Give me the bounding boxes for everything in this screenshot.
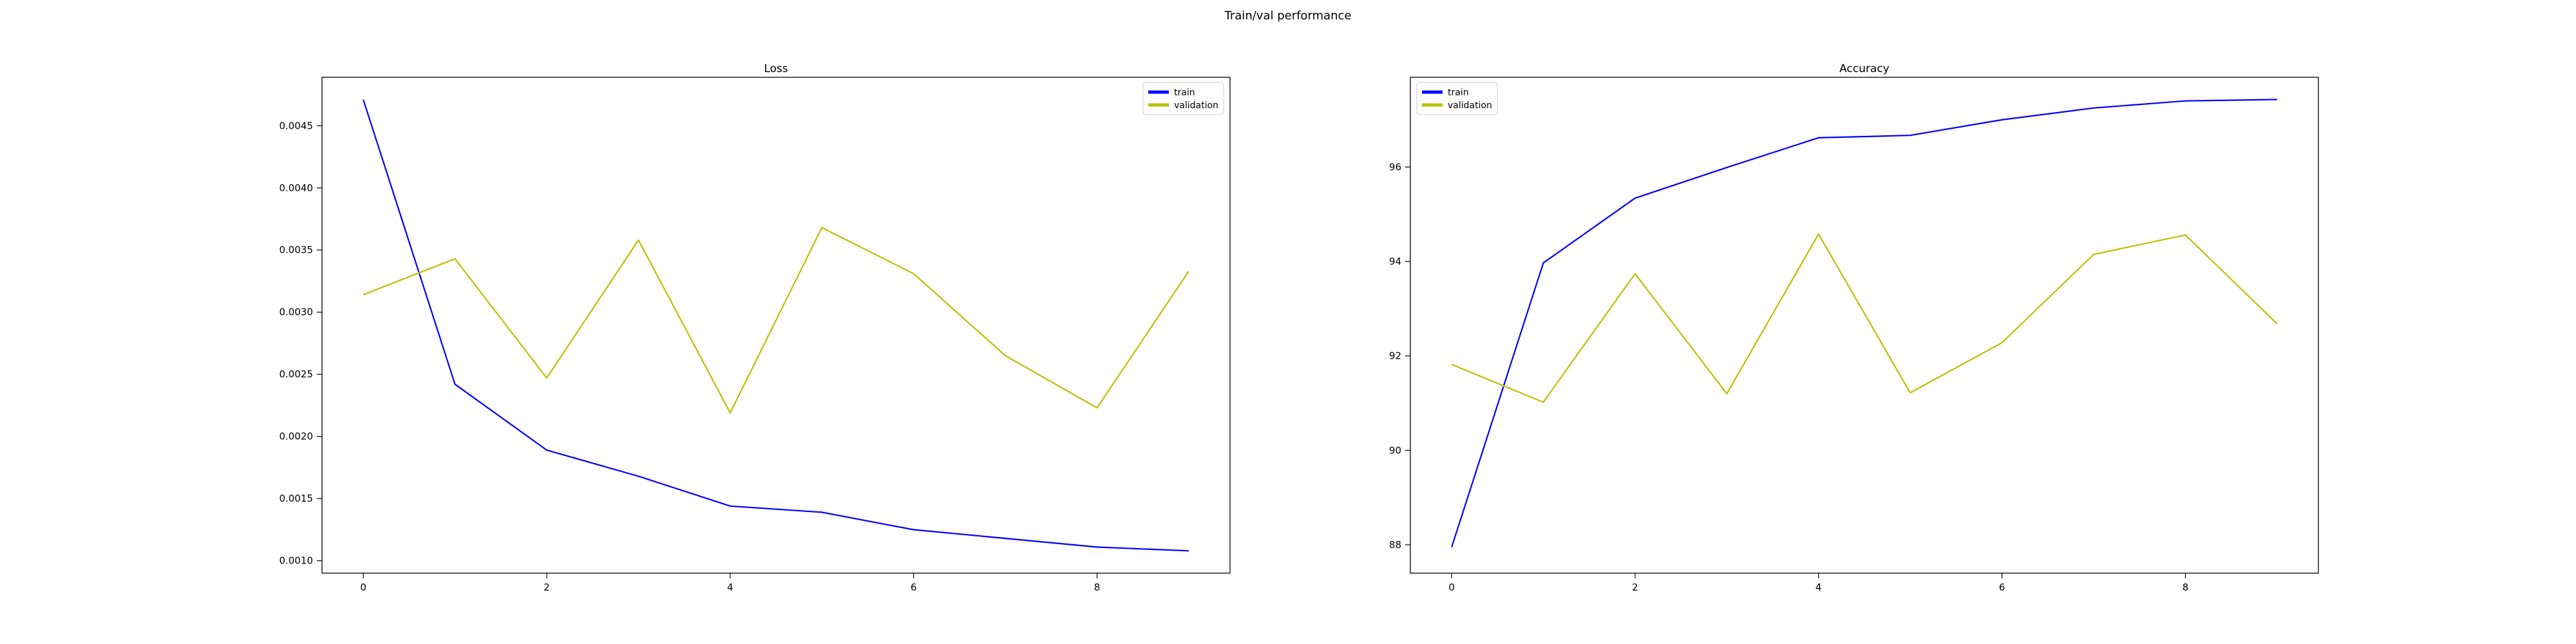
y-tick-label: 0.0035 (279, 244, 314, 256)
x-tick-label: 4 (727, 582, 734, 593)
y-tick-label: 0.0025 (279, 368, 314, 380)
y-tick-label: 96 (1389, 161, 1401, 173)
series-line-train (1451, 99, 2277, 548)
x-tick-label: 6 (911, 582, 917, 593)
y-tick-label: 0.0020 (279, 431, 314, 442)
legend-label-validation: validation (1174, 100, 1218, 111)
plot-frame (321, 77, 1231, 574)
y-tick-label: 90 (1389, 444, 1401, 456)
figure-title: Train/val performance (1224, 9, 1352, 23)
x-tick-label: 0 (360, 582, 366, 593)
x-tick-label: 8 (2183, 582, 2189, 593)
series-line-train (363, 99, 1189, 552)
x-tick-label: 2 (1632, 582, 1638, 593)
legend-label-train: train (1174, 88, 1195, 98)
y-tick-label: 0.0010 (279, 555, 314, 567)
subplot-title: Loss (764, 62, 788, 75)
legend: train validation (1416, 82, 1498, 115)
legend-label-validation: validation (1448, 100, 1492, 111)
y-tick-label: 0.0045 (279, 120, 314, 131)
y-tick-label: 0.0030 (279, 307, 314, 318)
x-tick-label: 0 (1448, 582, 1455, 593)
series-line-validation (1451, 233, 2278, 403)
x-tick-label: 8 (1094, 582, 1101, 593)
y-tick-label: 88 (1389, 539, 1401, 551)
subplot-title: Accuracy (1839, 62, 1889, 75)
series-line-validation (363, 227, 1189, 414)
subplot-loss: Loss 0 2 4 6 8 0.0010 0.0015 0.0020 0.0025 0.0030 0… (279, 62, 1231, 593)
legend: train validation (1142, 82, 1224, 115)
x-tick-label: 6 (1999, 582, 2005, 593)
y-tick-label: 0.0040 (279, 182, 314, 194)
y-tick-label: 92 (1389, 350, 1401, 362)
x-tick-label: 2 (544, 582, 550, 593)
y-tick-label: 94 (1389, 256, 1401, 267)
plot-frame (1410, 77, 2319, 574)
x-tick-label: 4 (1815, 582, 1822, 593)
y-tick-label: 0.0015 (279, 493, 314, 504)
legend-label-train: train (1448, 88, 1469, 98)
